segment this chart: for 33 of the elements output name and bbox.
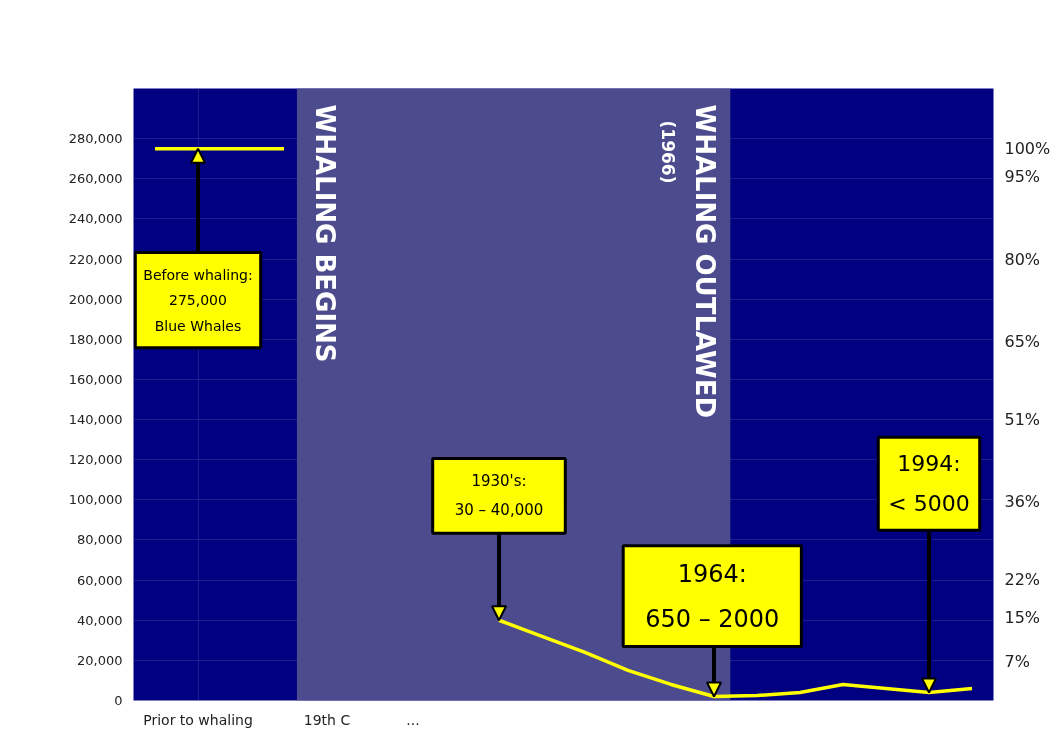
- y-tick-label: 100,000: [68, 492, 123, 508]
- x-tick-label: 19th C: [303, 711, 351, 728]
- annotation: Before whaling: 275,000 Blue Whales: [143, 266, 253, 334]
- y2-tick-label: 51%: [1004, 409, 1041, 429]
- y2-tick-label: 95%: [1004, 166, 1041, 186]
- y-tick-label: 220,000: [68, 251, 123, 267]
- y2-tick-label: 80%: [1004, 249, 1041, 269]
- y2-tick-label: 36%: [1004, 492, 1041, 512]
- y2-tick-label: 7%: [1004, 652, 1030, 672]
- annotation: 1994: < 5000: [888, 451, 970, 517]
- y-tick-label: 0: [114, 693, 123, 708]
- annotation: 1930's: 30 – 40,000: [454, 472, 544, 520]
- y2-tick-label: 100%: [1004, 139, 1051, 159]
- x-tick-label: ...: [406, 711, 420, 728]
- y-tick-label: 60,000: [77, 572, 123, 588]
- y2-tick-label: 15%: [1004, 608, 1041, 628]
- y-tick-label: 260,000: [68, 171, 123, 187]
- y2-tick-label: 22%: [1004, 569, 1041, 589]
- y-tick-label: 200,000: [68, 291, 123, 307]
- annotation: WHALING BEGINS: [310, 104, 341, 363]
- y-tick-label: 40,000: [77, 612, 123, 628]
- annotation: WHALING OUTLAWED (1966): [657, 104, 720, 419]
- y-tick-label: 20,000: [77, 652, 123, 668]
- y-tick-label: 180,000: [68, 331, 123, 347]
- x-tick-label: Prior to whaling: [143, 711, 253, 728]
- y2-tick-label: 65%: [1004, 332, 1041, 352]
- y-tick-label: 280,000: [68, 131, 123, 147]
- y-tick-label: 120,000: [68, 452, 123, 468]
- y-tick-label: 160,000: [68, 371, 123, 387]
- y-tick-label: 80,000: [77, 532, 123, 548]
- y-tick-label: 240,000: [68, 211, 123, 227]
- y-tick-label: 140,000: [68, 412, 123, 428]
- annotation: 1964: 650 – 2000: [645, 559, 780, 633]
